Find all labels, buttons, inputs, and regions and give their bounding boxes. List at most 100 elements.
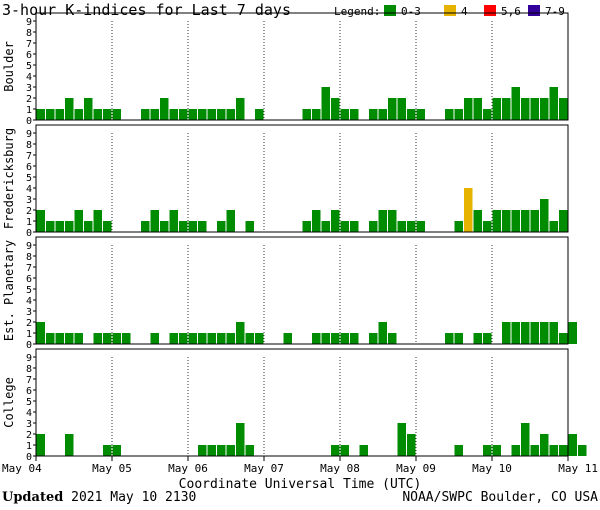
k-index-bar [549, 221, 558, 232]
k-index-bar [483, 445, 492, 456]
k-index-bar [122, 333, 131, 344]
y-tick-label: 2 [26, 430, 32, 441]
k-index-bar [502, 98, 511, 120]
y-tick-label: 5 [26, 173, 32, 184]
y-tick-label: 0 [26, 228, 32, 239]
x-tick-label: May 08 [320, 462, 360, 475]
y-tick-label: 7 [26, 263, 32, 274]
y-tick-label: 2 [26, 94, 32, 105]
k-index-bar [540, 434, 549, 456]
k-index-bar [112, 445, 121, 456]
k-index-bar [312, 210, 321, 232]
k-index-bar [46, 109, 55, 120]
k-index-bar [188, 109, 197, 120]
y-tick-label: 0 [26, 452, 32, 463]
k-index-bar [217, 221, 226, 232]
k-index-bar [207, 333, 216, 344]
y-tick-label: 1 [26, 217, 32, 228]
y-tick-label: 8 [26, 140, 32, 151]
y-tick-label: 7 [26, 375, 32, 386]
x-tick-label: May 06 [168, 462, 208, 475]
y-tick-label: 0 [26, 116, 32, 127]
k-index-bar [160, 221, 169, 232]
k-index-bar [188, 221, 197, 232]
y-tick-label: 6 [26, 50, 32, 61]
k-index-bar [530, 210, 539, 232]
legend-entry-label: 7-9 [545, 5, 565, 18]
y-tick-label: 3 [26, 83, 32, 94]
y-tick-label: 7 [26, 39, 32, 50]
panel-label: Boulder [2, 41, 16, 92]
y-tick-label: 5 [26, 61, 32, 72]
k-index-bar [378, 210, 387, 232]
k-index-bar [388, 210, 397, 232]
k-index-bar [407, 221, 416, 232]
k-index-bar [454, 333, 463, 344]
k-index-bar [65, 221, 74, 232]
k-index-bar [540, 98, 549, 120]
k-index-bar [236, 98, 245, 120]
y-tick-label: 3 [26, 307, 32, 318]
k-index-bar [112, 109, 121, 120]
k-index-bar [217, 445, 226, 456]
panel-frame [35, 348, 569, 457]
k-index-bar [169, 109, 178, 120]
y-tick-label: 4 [26, 184, 32, 195]
k-index-bar [179, 333, 188, 344]
k-index-bar [549, 322, 558, 344]
k-index-bar [141, 221, 150, 232]
k-index-bar [568, 322, 577, 344]
k-index-bar [103, 109, 112, 120]
k-index-bar [226, 445, 235, 456]
y-tick-label: 3 [26, 195, 32, 206]
k-index-bar [150, 109, 159, 120]
k-index-bar [302, 109, 311, 120]
k-index-bar [369, 333, 378, 344]
k-index-bar [369, 109, 378, 120]
k-index-bar [521, 98, 530, 120]
y-tick-label: 4 [26, 72, 32, 83]
k-index-bar [502, 210, 511, 232]
k-index-bar [141, 109, 150, 120]
source-credit: NOAA/SWPC Boulder, CO USA [402, 490, 598, 505]
k-index-bar [84, 221, 93, 232]
legend-entry-label: 5,6 [501, 5, 521, 18]
k-index-bar [226, 210, 235, 232]
chart-title: 3-hour K-indices for Last 7 days [2, 1, 291, 19]
k-index-bar [559, 98, 568, 120]
k-index-bar [198, 221, 207, 232]
x-axis-label: Coordinate Universal Time (UTC) [179, 477, 422, 490]
k-index-bar [388, 98, 397, 120]
k-index-bar [568, 434, 577, 456]
k-index-bar [36, 109, 45, 120]
k-index-bar [36, 210, 45, 232]
k-index-bar [179, 221, 188, 232]
k-index-bar [36, 322, 45, 344]
k-index-bar [407, 434, 416, 456]
k-index-bar [84, 98, 93, 120]
k-index-bar [549, 445, 558, 456]
updated-label: Updated [2, 490, 64, 505]
y-tick-label: 4 [26, 296, 32, 307]
k-index-bar [511, 210, 520, 232]
k-index-bar [521, 322, 530, 344]
k-index-bar [207, 109, 216, 120]
x-tick-label: May 09 [396, 462, 436, 475]
k-index-bar [74, 333, 83, 344]
k-index-bar [445, 333, 454, 344]
k-index-bar [331, 333, 340, 344]
k-index-bar [340, 445, 349, 456]
k-index-bar [559, 445, 568, 456]
k-index-bar [378, 322, 387, 344]
panel-label: College [2, 377, 16, 428]
k-index-bar [397, 98, 406, 120]
y-tick-label: 2 [26, 206, 32, 217]
x-tick-label: May 04 [2, 462, 42, 475]
y-tick-label: 6 [26, 386, 32, 397]
y-tick-label: 9 [26, 129, 32, 140]
k-index-bar [321, 333, 330, 344]
y-tick-label: 8 [26, 28, 32, 39]
k-index-bar [340, 333, 349, 344]
k-index-bar [65, 434, 74, 456]
k-index-bar [321, 221, 330, 232]
